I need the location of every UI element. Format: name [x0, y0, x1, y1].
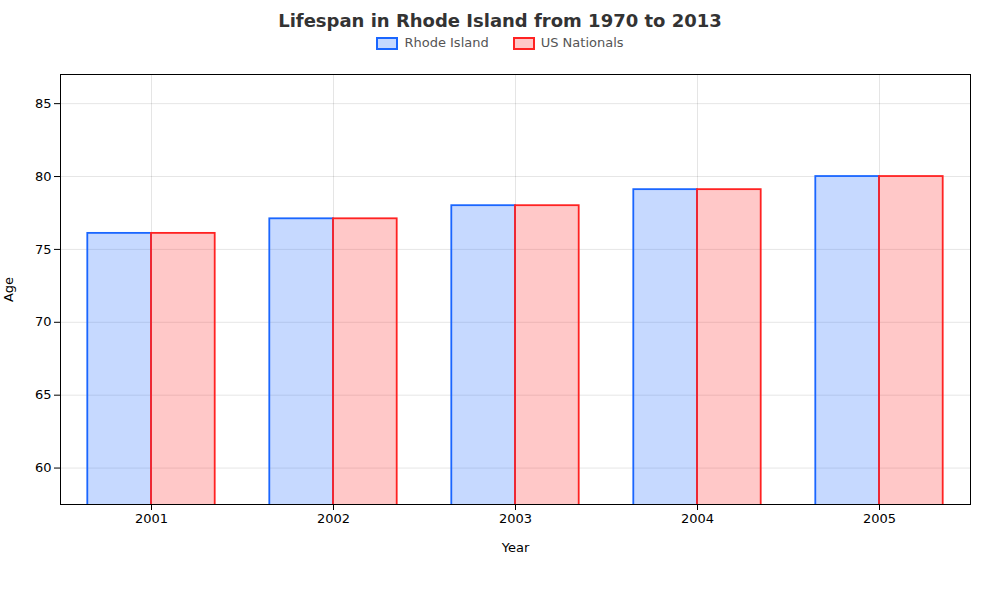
svg-text:85: 85 — [35, 96, 52, 111]
svg-text:2005: 2005 — [863, 511, 896, 526]
svg-text:75: 75 — [35, 242, 52, 257]
svg-text:2001: 2001 — [135, 511, 168, 526]
html-text:Rhode Island: Rhode Island — [404, 35, 489, 50]
svg-text:2003: 2003 — [499, 511, 532, 526]
svg-text:2002: 2002 — [317, 511, 350, 526]
svg-text:60: 60 — [35, 460, 52, 475]
svg-text:65: 65 — [35, 387, 52, 402]
html-text:US Nationals: US Nationals — [540, 35, 624, 50]
svg-text:70: 70 — [35, 314, 52, 329]
svg-text:Year: Year — [501, 540, 530, 555]
svg-text:2004: 2004 — [681, 511, 714, 526]
svg-text:Age: Age — [1, 277, 16, 302]
svg-text:80: 80 — [35, 169, 52, 184]
html-text:Lifespan in Rhode Island from: Lifespan in Rhode Island from 1970 to 20… — [278, 10, 722, 31]
